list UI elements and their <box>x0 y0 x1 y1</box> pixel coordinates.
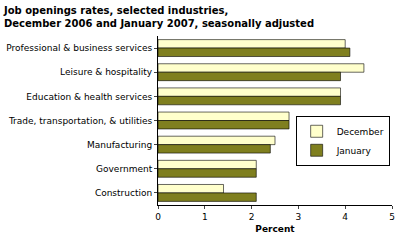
svg-text:4: 4 <box>342 212 348 222</box>
svg-text:Construction: Construction <box>95 188 152 198</box>
svg-text:5: 5 <box>389 212 395 222</box>
svg-text:1: 1 <box>202 212 208 222</box>
svg-text:January: January <box>336 146 372 156</box>
svg-text:3: 3 <box>296 212 302 222</box>
svg-text:December: December <box>337 127 384 137</box>
svg-text:Professional & business servic: Professional & business services <box>6 43 152 53</box>
svg-text:Leisure & hospitality: Leisure & hospitality <box>60 67 153 77</box>
svg-text:Percent: Percent <box>255 224 295 234</box>
svg-text:Education & health services: Education & health services <box>26 92 152 102</box>
svg-text:0: 0 <box>155 212 161 222</box>
svg-text:Trade, transportation, & utili: Trade, transportation, & utilities <box>8 116 153 126</box>
svg-text:Manufacturing: Manufacturing <box>87 140 152 150</box>
svg-text:Job openings rates, selected i: Job openings rates, selected industries,… <box>3 5 314 29</box>
svg-text:2: 2 <box>249 212 255 222</box>
svg-text:Government: Government <box>96 164 153 174</box>
